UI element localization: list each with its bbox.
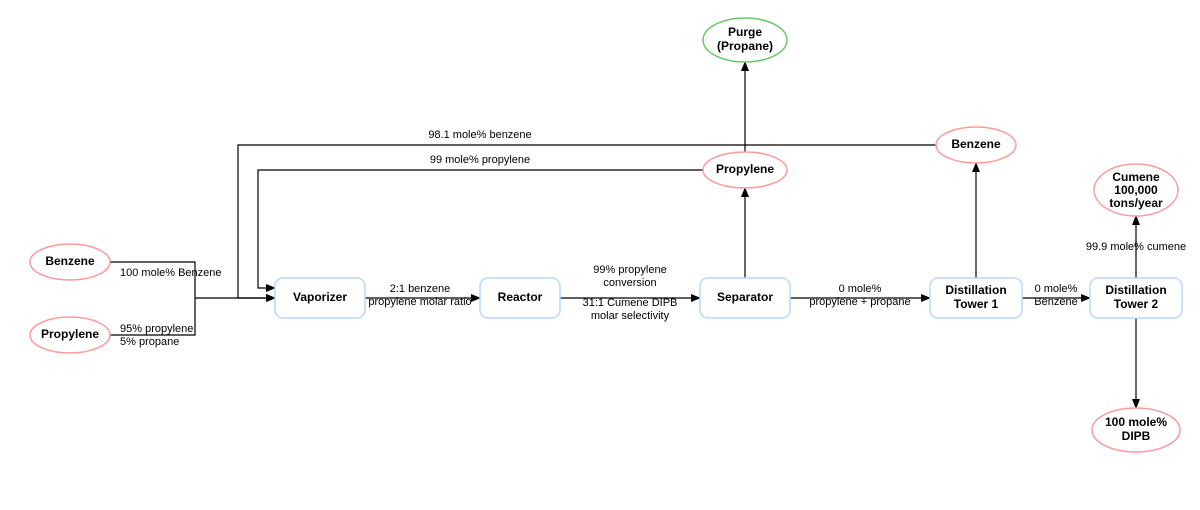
node-dipb-label-2: DIPB	[1122, 429, 1151, 443]
label-t2-cumene: 99.9 mole% cumene	[1086, 241, 1186, 253]
node-benzene-recycle-label: Benzene	[951, 137, 1001, 151]
label-propylene-recycle: 99 mole% propylene	[430, 154, 530, 166]
node-cumene-label-2: 100,000	[1114, 183, 1158, 197]
label-react-sep-1: 99% propylene	[593, 264, 666, 276]
node-cumene-label-3: tons/year	[1109, 196, 1163, 210]
node-separator-label: Separator	[717, 290, 773, 304]
label-vap-reactor-1: 2:1 benzene	[390, 283, 451, 295]
label-t1-t2-1: 0 mole%	[1035, 283, 1078, 295]
node-tower1-label-2: Tower 1	[954, 297, 999, 311]
label-react-sep-3: 31:1 Cumene DIPB	[583, 297, 678, 309]
label-react-sep-2: conversion	[603, 277, 656, 289]
label-react-sep-4: molar selectivity	[591, 310, 670, 322]
node-reactor-label: Reactor	[498, 290, 543, 304]
label-vap-reactor-2: propylene molar ratio	[368, 296, 471, 308]
node-purge-label-2: (Propane)	[717, 39, 773, 53]
label-propylene-feed-1: 95% propylene	[120, 323, 193, 335]
edge-benzene-recycle	[238, 145, 936, 298]
node-tower2-label-2: Tower 2	[1114, 297, 1159, 311]
node-benzene-feed-label: Benzene	[45, 254, 95, 268]
process-flow-diagram: 100 mole% Benzene 95% propylene 5% propa…	[0, 0, 1200, 510]
node-tower1-label-1: Distillation	[945, 283, 1006, 297]
label-sep-t1-2: propylene + propane	[809, 296, 910, 308]
label-sep-t1-1: 0 mole%	[839, 283, 882, 295]
node-cumene-label-1: Cumene	[1112, 170, 1160, 184]
node-dipb-label-1: 100 mole%	[1105, 415, 1167, 429]
node-purge-label-1: Purge	[728, 25, 762, 39]
node-tower2-label-1: Distillation	[1105, 283, 1166, 297]
node-vaporizer-label: Vaporizer	[293, 290, 347, 304]
node-propylene-feed-label: Propylene	[41, 327, 99, 341]
label-benzene-feed: 100 mole% Benzene	[120, 267, 222, 279]
label-t1-t2-2: Benzene	[1034, 296, 1077, 308]
node-propylene-recycle-label: Propylene	[716, 162, 774, 176]
label-benzene-recycle: 98.1 mole% benzene	[428, 129, 531, 141]
label-propylene-feed-2: 5% propane	[120, 336, 179, 348]
